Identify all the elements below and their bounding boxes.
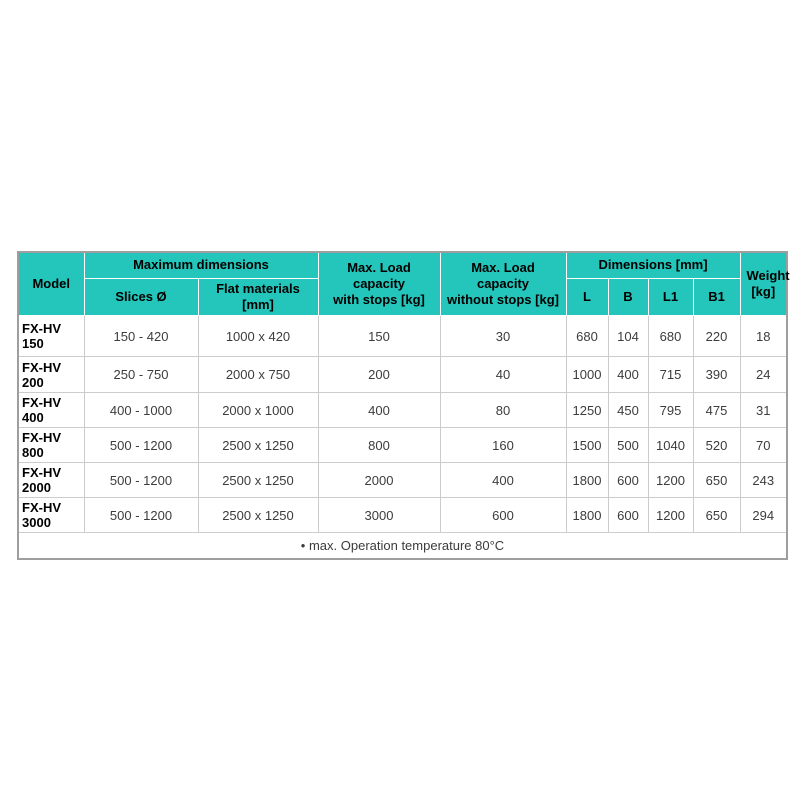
spec-table: Model Maximum dimensions Max. Load capac… (17, 251, 790, 560)
table-row: FX-HV 400 400 - 1000 2000 x 1000 400 80 … (17, 392, 788, 428)
cell-dim-l1: 795 (647, 392, 694, 428)
cell-weight: 24 (739, 356, 788, 393)
cell-without-stops: 600 (439, 497, 567, 533)
cell-with-stops: 3000 (317, 497, 441, 533)
header-with-stops: Max. Load capacity with stops [kg] (317, 251, 441, 316)
cell-dim-l1: 1040 (647, 427, 694, 463)
header-dim-b1: B1 (692, 277, 741, 316)
cell-dim-l1: 680 (647, 315, 694, 357)
cell-weight: 18 (739, 315, 788, 357)
cell-without-stops: 40 (439, 356, 567, 393)
cell-flat-materials: 2500 x 1250 (197, 427, 319, 463)
cell-model: FX-HV 200 (17, 356, 85, 393)
table-header: Model Maximum dimensions Max. Load capac… (17, 251, 790, 316)
cell-dim-b: 600 (607, 497, 649, 533)
cell-without-stops: 30 (439, 315, 567, 357)
cell-dim-l: 1250 (565, 392, 609, 428)
table-body: FX-HV 150 150 - 420 1000 x 420 150 30 68… (17, 315, 788, 559)
cell-dim-l1: 1200 (647, 497, 694, 533)
cell-weight: 31 (739, 392, 788, 428)
table-row: FX-HV 800 500 - 1200 2500 x 1250 800 160… (17, 427, 788, 463)
cell-with-stops: 150 (317, 315, 441, 357)
cell-with-stops: 200 (317, 356, 441, 393)
cell-flat-materials: 2500 x 1250 (197, 462, 319, 498)
cell-model: FX-HV 2000 (17, 462, 85, 498)
cell-without-stops: 80 (439, 392, 567, 428)
cell-weight: 243 (739, 462, 788, 498)
cell-slices: 500 - 1200 (83, 427, 199, 463)
cell-slices: 500 - 1200 (83, 497, 199, 533)
cell-flat-materials: 2000 x 750 (197, 356, 319, 393)
cell-dim-b1: 650 (692, 497, 741, 533)
cell-dim-b: 104 (607, 315, 649, 357)
table-row: FX-HV 150 150 - 420 1000 x 420 150 30 68… (17, 315, 788, 357)
cell-slices: 150 - 420 (83, 315, 199, 357)
header-flat-materials: Flat materials [mm] (197, 277, 319, 316)
cell-flat-materials: 2500 x 1250 (197, 497, 319, 533)
cell-flat-materials: 1000 x 420 (197, 315, 319, 357)
cell-without-stops: 160 (439, 427, 567, 463)
cell-dim-b: 400 (607, 356, 649, 393)
header-maximum-dimensions: Maximum dimensions (83, 251, 319, 279)
cell-dim-l1: 715 (647, 356, 694, 393)
cell-flat-materials: 2000 x 1000 (197, 392, 319, 428)
table-row: FX-HV 200 250 - 750 2000 x 750 200 40 10… (17, 356, 788, 393)
cell-dim-b1: 520 (692, 427, 741, 463)
header-dim-l: L (565, 277, 609, 316)
cell-dim-l: 1500 (565, 427, 609, 463)
cell-slices: 250 - 750 (83, 356, 199, 393)
cell-dim-b: 450 (607, 392, 649, 428)
header-model: Model (17, 251, 85, 316)
cell-model: FX-HV 150 (17, 315, 85, 357)
table-row: FX-HV 3000 500 - 1200 2500 x 1250 3000 6… (17, 497, 788, 533)
cell-slices: 500 - 1200 (83, 462, 199, 498)
cell-dim-b1: 220 (692, 315, 741, 357)
cell-weight: 70 (739, 427, 788, 463)
cell-dim-l: 1000 (565, 356, 609, 393)
cell-dim-b1: 475 (692, 392, 741, 428)
cell-dim-l: 1800 (565, 497, 609, 533)
header-dim-l1: L1 (647, 277, 694, 316)
cell-dim-b: 600 (607, 462, 649, 498)
footer-row: • max. Operation temperature 80°C (17, 532, 788, 559)
header-dim-b: B (607, 277, 649, 316)
cell-dim-l: 1800 (565, 462, 609, 498)
cell-model: FX-HV 400 (17, 392, 85, 428)
cell-dim-l1: 1200 (647, 462, 694, 498)
header-slices: Slices Ø (83, 277, 199, 316)
header-row-sub: Slices Ø Flat materials [mm] L B L1 B1 (18, 277, 787, 316)
cell-with-stops: 400 (317, 392, 441, 428)
header-dimensions: Dimensions [mm] (565, 251, 741, 279)
header-without-stops: Max. Load capacity without stops [kg] (439, 251, 567, 316)
cell-dim-b: 500 (607, 427, 649, 463)
footer-note: • max. Operation temperature 80°C (17, 532, 788, 559)
header-weight: Weight [kg] (739, 251, 790, 316)
cell-model: FX-HV 3000 (17, 497, 85, 533)
cell-with-stops: 2000 (317, 462, 441, 498)
cell-model: FX-HV 800 (17, 427, 85, 463)
header-row-groups: Model Maximum dimensions Max. Load capac… (17, 251, 790, 316)
cell-without-stops: 400 (439, 462, 567, 498)
cell-weight: 294 (739, 497, 788, 533)
cell-with-stops: 800 (317, 427, 441, 463)
table-row: FX-HV 2000 500 - 1200 2500 x 1250 2000 4… (17, 462, 788, 498)
cell-dim-b1: 390 (692, 356, 741, 393)
cell-dim-b1: 650 (692, 462, 741, 498)
cell-slices: 400 - 1000 (83, 392, 199, 428)
cell-dim-l: 680 (565, 315, 609, 357)
